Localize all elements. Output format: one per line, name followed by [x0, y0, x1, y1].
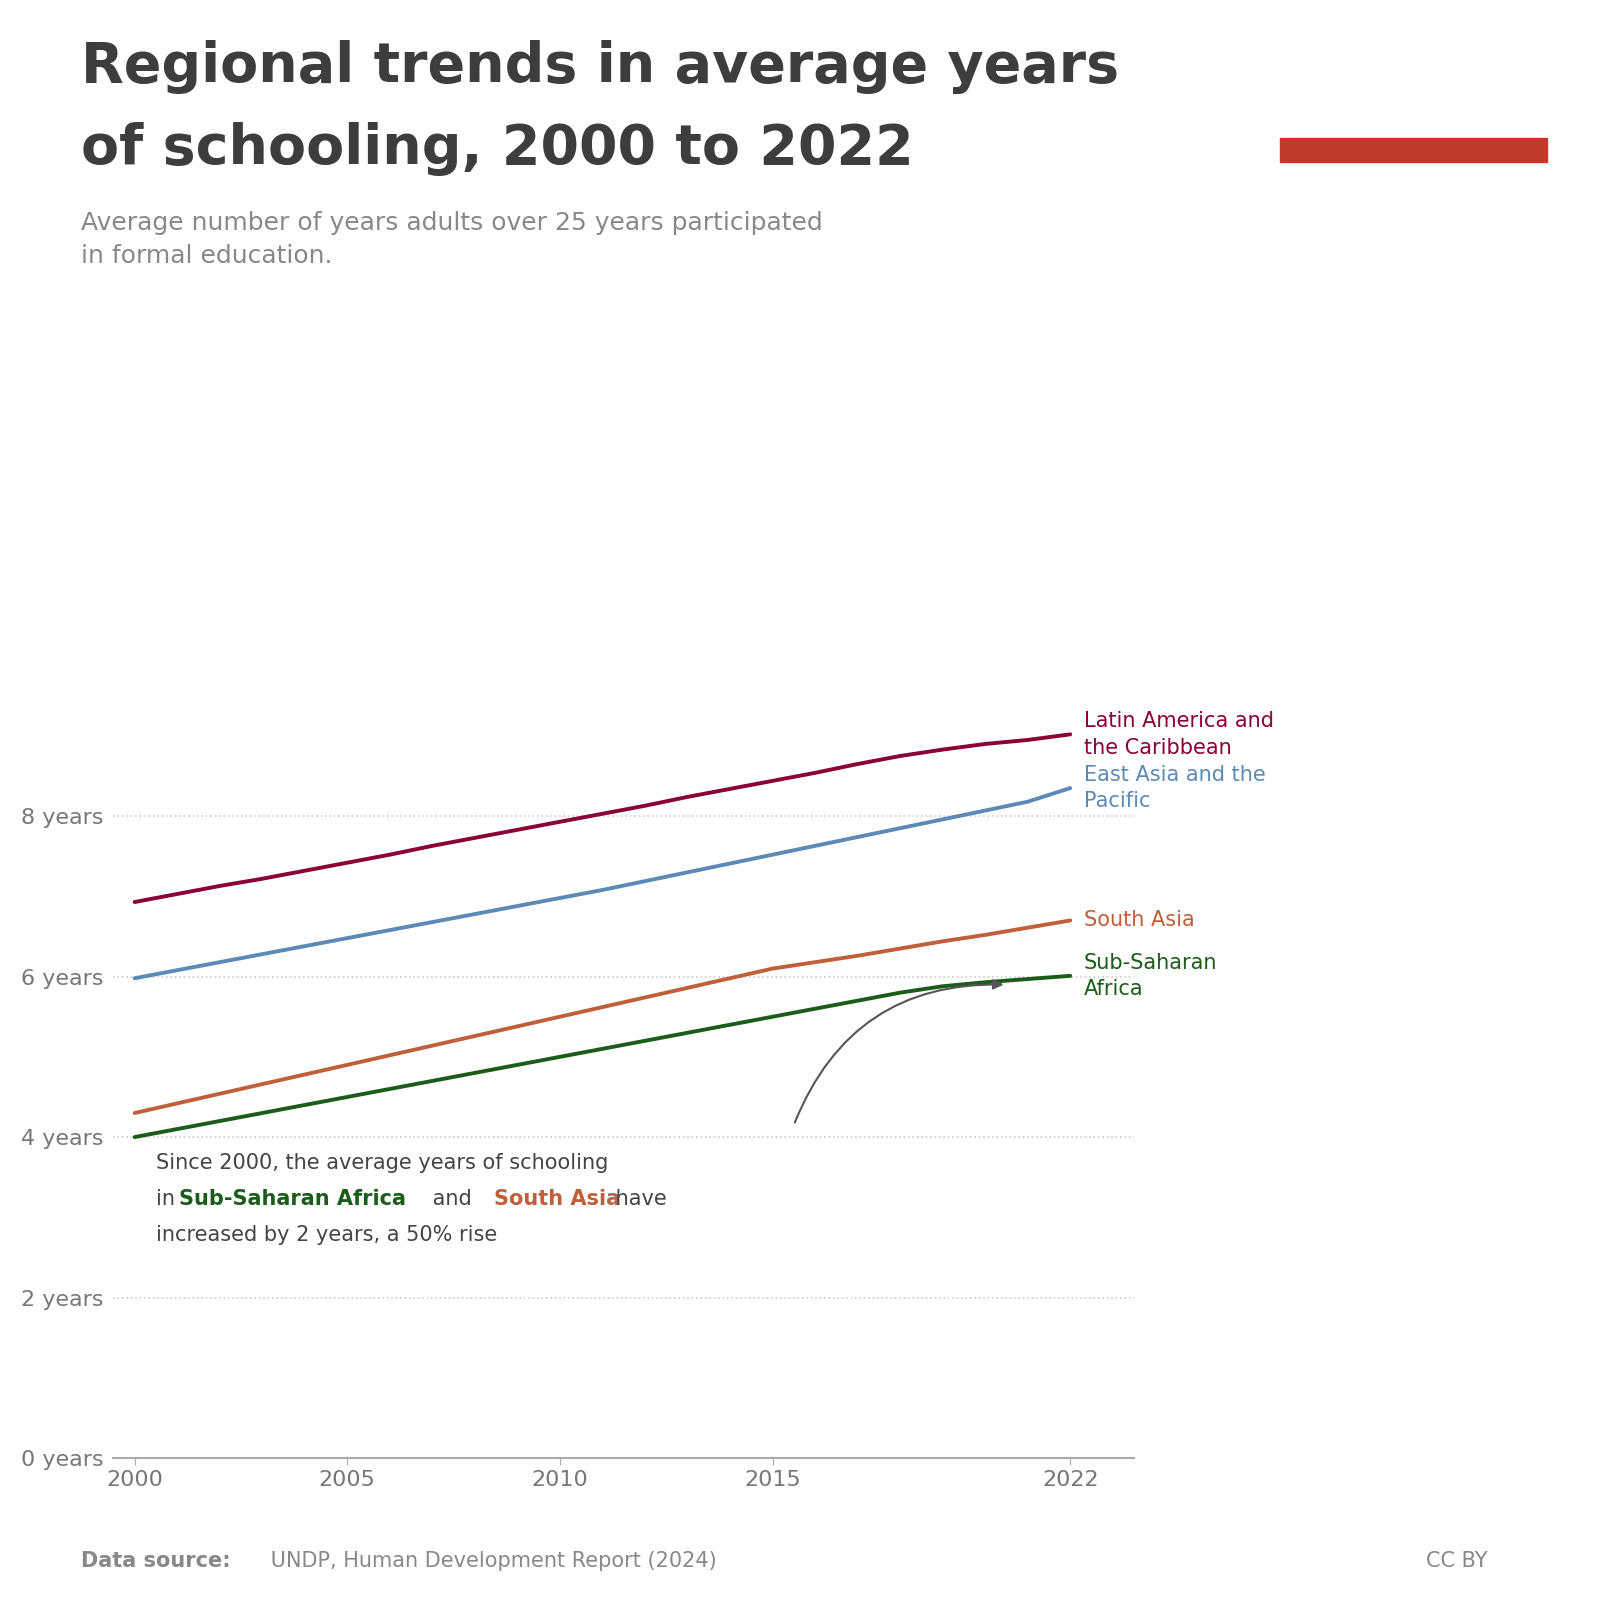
- Text: have: have: [609, 1189, 666, 1209]
- Text: Since 2000, the average years of schooling: Since 2000, the average years of schooli…: [156, 1153, 608, 1173]
- Text: Our World: Our World: [1354, 57, 1473, 76]
- Text: and: and: [426, 1189, 478, 1209]
- Text: in: in: [156, 1189, 181, 1209]
- Text: Sub-Saharan Africa: Sub-Saharan Africa: [180, 1189, 407, 1209]
- Text: CC BY: CC BY: [1426, 1552, 1487, 1571]
- Bar: [1280, 138, 1547, 162]
- Text: Data source:: Data source:: [81, 1552, 230, 1571]
- Text: South Asia: South Asia: [494, 1189, 620, 1209]
- Text: East Asia and the
Pacific: East Asia and the Pacific: [1084, 765, 1265, 812]
- Text: of schooling, 2000 to 2022: of schooling, 2000 to 2022: [81, 122, 914, 175]
- Text: increased by 2 years, a 50% rise: increased by 2 years, a 50% rise: [156, 1225, 497, 1246]
- Text: South Asia: South Asia: [1084, 910, 1196, 930]
- Text: in Data: in Data: [1371, 102, 1456, 122]
- Text: Sub-Saharan
Africa: Sub-Saharan Africa: [1084, 953, 1218, 1000]
- Text: UNDP, Human Development Report (2024): UNDP, Human Development Report (2024): [264, 1552, 716, 1571]
- Text: Latin America and
the Caribbean: Latin America and the Caribbean: [1084, 711, 1273, 758]
- Text: Average number of years adults over 25 years participated
in formal education.: Average number of years adults over 25 y…: [81, 211, 823, 267]
- Text: Regional trends in average years: Regional trends in average years: [81, 40, 1119, 94]
